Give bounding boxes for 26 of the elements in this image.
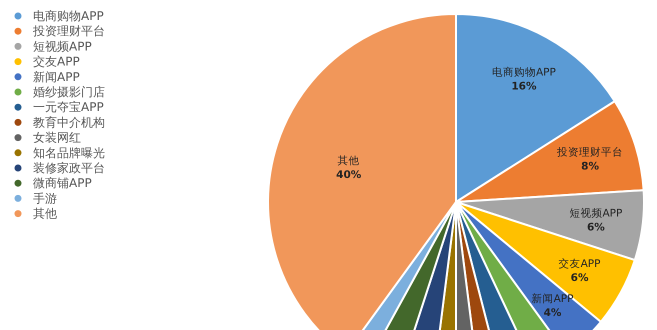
legend-label: 新闻APP: [33, 70, 80, 84]
legend-label: 交友APP: [33, 54, 80, 69]
slice-label: 短视频APP: [569, 206, 622, 220]
data-label: 4%: [544, 306, 562, 319]
slice-label: 投资理财平台: [556, 145, 624, 158]
legend-label: 一元夺宝APP: [33, 100, 104, 114]
legend-label: 短视频APP: [33, 39, 92, 54]
legend-label: 装修家政平台: [33, 161, 105, 175]
legend-label: 微商铺APP: [33, 176, 92, 190]
legend-label: 手游: [33, 191, 57, 206]
legend-label: 其他: [33, 206, 57, 221]
legend-label: 电商购物APP: [33, 9, 104, 23]
slice-label: 其他: [338, 154, 360, 168]
legend-label: 教育中介机构: [33, 115, 105, 130]
legend-label: 女装网红: [33, 130, 81, 145]
data-label: 16%: [511, 80, 537, 92]
legend-label: 投资理财平台: [32, 24, 105, 38]
data-label: 6%: [586, 222, 606, 234]
slice-label: 电商购物APP: [492, 65, 556, 78]
data-label: 6%: [570, 272, 589, 284]
data-label: 40%: [336, 169, 362, 182]
legend-label: 知名品牌曝光: [33, 146, 105, 160]
legend-label: 婚纱摄影门店: [33, 85, 105, 99]
slice-label: 新闻APP: [532, 292, 574, 305]
slice-label: 交友APP: [558, 256, 600, 270]
data-label: 8%: [581, 160, 600, 172]
